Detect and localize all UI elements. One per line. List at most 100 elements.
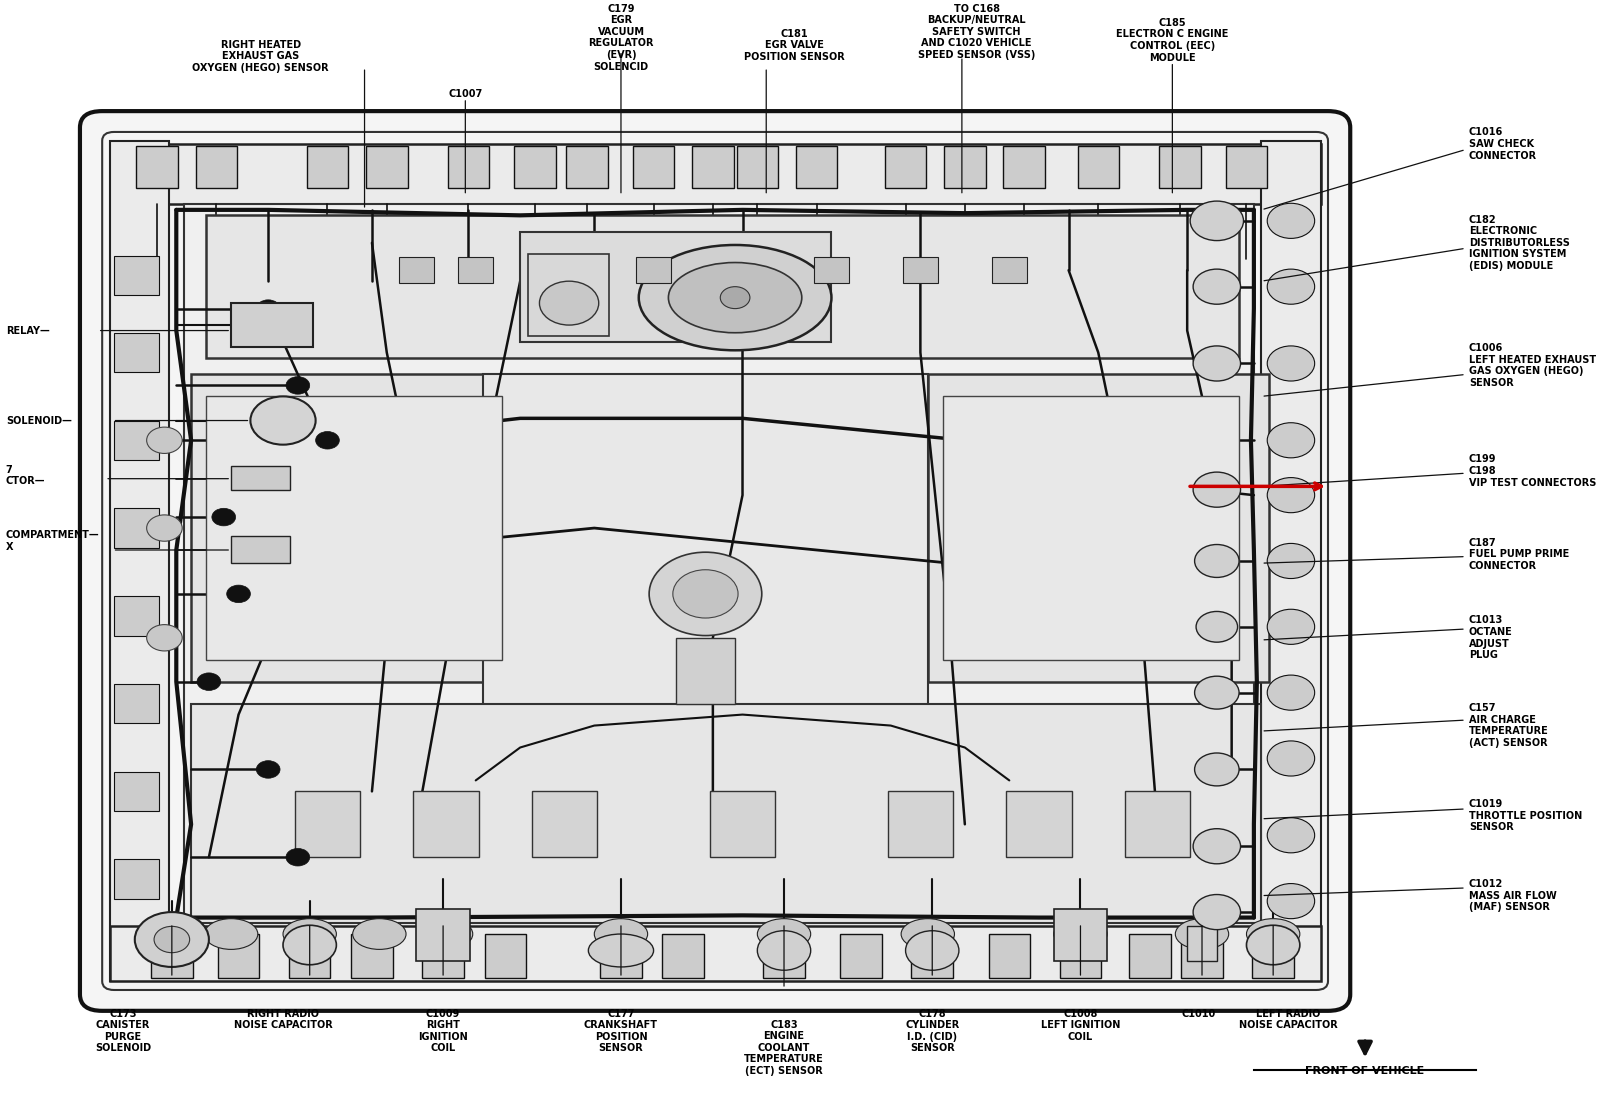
Ellipse shape <box>419 918 472 949</box>
Text: RIGHT RADIO
NOISE CAPACITOR: RIGHT RADIO NOISE CAPACITOR <box>234 1009 333 1031</box>
Circle shape <box>1267 883 1315 918</box>
Circle shape <box>1170 515 1205 541</box>
Text: C1007: C1007 <box>448 89 483 99</box>
Bar <box>114 256 158 296</box>
Bar <box>206 216 1238 358</box>
Bar <box>114 684 158 724</box>
Bar <box>514 146 555 188</box>
Bar <box>1006 791 1072 857</box>
Circle shape <box>1246 925 1299 965</box>
Bar <box>114 508 158 548</box>
Bar <box>114 596 158 636</box>
Ellipse shape <box>669 263 802 332</box>
Bar <box>448 146 490 188</box>
Circle shape <box>1170 625 1205 651</box>
Bar <box>413 791 478 857</box>
Bar <box>230 465 291 490</box>
Circle shape <box>1195 544 1238 578</box>
Text: 7
CTOR—: 7 CTOR— <box>6 464 45 486</box>
Circle shape <box>1096 427 1131 453</box>
Text: C182
ELECTRONIC
DISTRIBUTORLESS
IGNITION SYSTEM
(EDIS) MODULE: C182 ELECTRONIC DISTRIBUTORLESS IGNITION… <box>1469 214 1570 271</box>
Bar <box>136 146 178 188</box>
Bar <box>693 146 734 188</box>
Ellipse shape <box>589 934 653 967</box>
Bar <box>942 396 1238 660</box>
Text: C179
EGR
VACUUM
REGULATOR
(EVR)
SOLENCID: C179 EGR VACUUM REGULATOR (EVR) SOLENCID <box>589 3 654 72</box>
Circle shape <box>315 431 339 449</box>
Bar <box>1059 934 1101 978</box>
Bar <box>533 791 597 857</box>
Circle shape <box>211 508 235 526</box>
Circle shape <box>154 926 190 953</box>
Bar <box>416 909 470 961</box>
Bar <box>218 934 259 978</box>
Bar <box>795 146 837 188</box>
Circle shape <box>221 515 256 541</box>
Text: C157
AIR CHARGE
TEMPERATURE
(ACT) SENSOR: C157 AIR CHARGE TEMPERATURE (ACT) SENSOR <box>1469 703 1549 748</box>
Text: RELAY—: RELAY— <box>6 326 50 336</box>
Circle shape <box>1096 515 1131 541</box>
Circle shape <box>1267 270 1315 305</box>
Bar <box>1261 141 1320 981</box>
Text: C1008
LEFT IGNITION
COIL: C1008 LEFT IGNITION COIL <box>1040 1009 1120 1042</box>
Text: C181
EGR VALVE
POSITION SENSOR: C181 EGR VALVE POSITION SENSOR <box>744 29 845 62</box>
Ellipse shape <box>594 918 648 949</box>
Circle shape <box>1267 477 1315 513</box>
Circle shape <box>757 931 811 970</box>
Text: C199
C198
VIP TEST CONNECTORS: C199 C198 VIP TEST CONNECTORS <box>1469 454 1597 487</box>
Bar <box>1125 791 1190 857</box>
Text: C187
FUEL PUMP PRIME
CONNECTOR: C187 FUEL PUMP PRIME CONNECTOR <box>1469 538 1570 571</box>
Circle shape <box>251 396 315 444</box>
Text: C1009
RIGHT
IGNITION
COIL: C1009 RIGHT IGNITION COIL <box>418 1009 467 1054</box>
Text: COMPARTMENT—
X: COMPARTMENT— X <box>6 530 99 552</box>
Bar <box>1054 909 1107 961</box>
Ellipse shape <box>1176 918 1229 949</box>
Bar <box>902 257 938 284</box>
Circle shape <box>256 761 280 778</box>
Text: C185
ELECTRON C ENGINE
CONTROL (EEC)
MODULE: C185 ELECTRON C ENGINE CONTROL (EEC) MOD… <box>1117 18 1229 63</box>
Text: RIGHT HEATED
EXHAUST GAS
OXYGEN (HEGO) SENSOR: RIGHT HEATED EXHAUST GAS OXYGEN (HEGO) S… <box>192 40 330 73</box>
Bar <box>763 934 805 978</box>
Bar <box>992 257 1027 284</box>
Circle shape <box>294 427 331 453</box>
Circle shape <box>286 848 310 866</box>
Bar <box>912 934 954 978</box>
Circle shape <box>1096 625 1131 651</box>
Text: C1013
OCTANE
ADJUST
PLUG: C1013 OCTANE ADJUST PLUG <box>1469 615 1512 660</box>
Circle shape <box>283 925 336 965</box>
Bar <box>1226 146 1267 188</box>
Circle shape <box>147 427 182 453</box>
Bar <box>307 146 349 188</box>
Bar <box>485 934 526 978</box>
Circle shape <box>947 427 982 453</box>
Circle shape <box>1267 609 1315 645</box>
Circle shape <box>147 625 182 651</box>
Bar <box>520 232 832 341</box>
Circle shape <box>1267 741 1315 776</box>
Text: C1016
SAW CHECK
CONNECTOR: C1016 SAW CHECK CONNECTOR <box>1469 128 1538 161</box>
Bar <box>675 638 734 704</box>
Circle shape <box>294 625 331 651</box>
Circle shape <box>286 376 310 394</box>
Circle shape <box>1267 204 1315 239</box>
Bar <box>1003 146 1045 188</box>
Circle shape <box>1267 422 1315 458</box>
Circle shape <box>1194 894 1240 930</box>
Circle shape <box>221 427 256 453</box>
Circle shape <box>227 585 251 603</box>
Bar <box>150 934 192 978</box>
Circle shape <box>906 931 958 970</box>
Circle shape <box>1267 345 1315 381</box>
FancyBboxPatch shape <box>80 111 1350 1011</box>
Text: C178
CYLINDER
I.D. (CID)
SENSOR: C178 CYLINDER I.D. (CID) SENSOR <box>906 1009 960 1054</box>
Circle shape <box>197 673 221 691</box>
Circle shape <box>221 625 256 651</box>
Circle shape <box>147 515 182 541</box>
Bar <box>1158 146 1200 188</box>
Bar <box>736 146 778 188</box>
Ellipse shape <box>1054 918 1107 949</box>
Circle shape <box>370 427 405 453</box>
Bar <box>710 791 774 857</box>
Bar <box>1077 146 1118 188</box>
Bar <box>114 859 158 899</box>
